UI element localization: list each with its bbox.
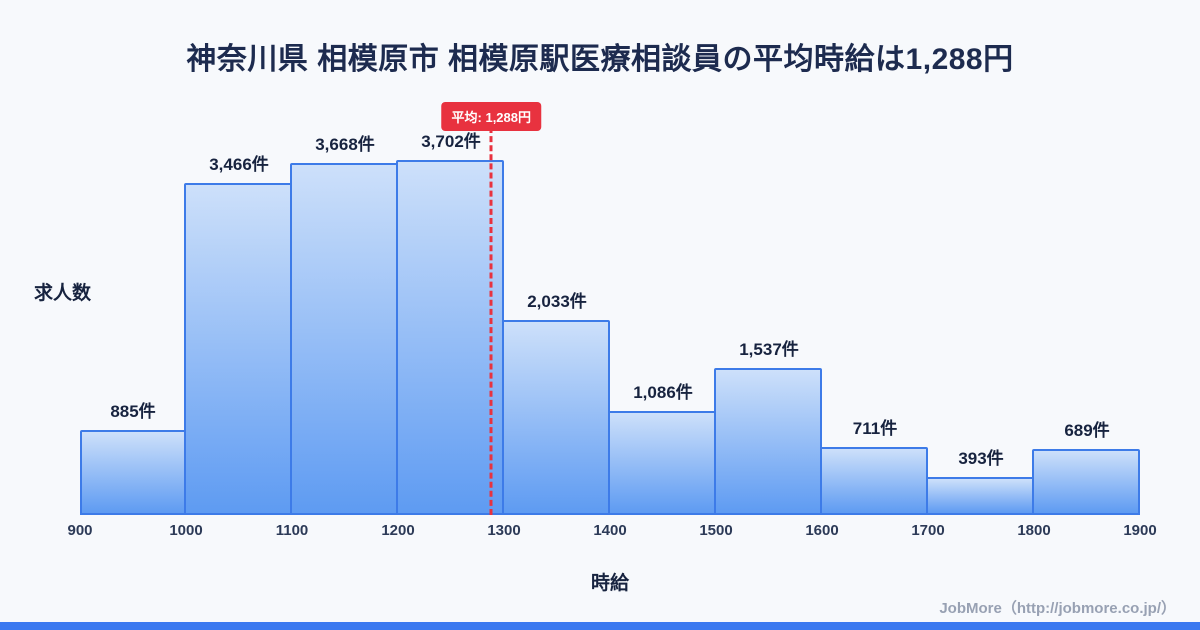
x-tick-label: 1000 <box>169 522 203 539</box>
histogram-bar <box>502 320 610 515</box>
y-axis-label: 求人数 <box>34 283 92 304</box>
footer-credit: JobMore（http://jobmore.co.jp/） <box>939 600 1176 617</box>
bar-value-label: 689件 <box>1064 421 1110 440</box>
bar-value-label: 885件 <box>110 402 156 421</box>
bar-value-label: 3,702件 <box>421 132 481 151</box>
bar-value-label: 3,466件 <box>209 155 269 174</box>
x-tick-label: 1600 <box>805 522 839 539</box>
x-axis-label: 時給 <box>590 573 630 594</box>
histogram-bar <box>290 163 398 515</box>
histogram-bar <box>820 447 928 515</box>
x-tick-label: 1200 <box>381 522 415 539</box>
x-axis-ticks: 900 1000 1100 1200 1300 1400 1500 1600 1700 1800 1… <box>0 522 1200 544</box>
x-tick-label: 1500 <box>699 522 733 539</box>
plot-area: 885件 3,466件 3,668件 3,702件 2,033件 1,086件 1,537件… <box>80 130 1140 515</box>
average-line <box>489 127 493 515</box>
x-tick-label: 1700 <box>911 522 945 539</box>
bottom-accent-bar <box>0 622 1200 630</box>
histogram-bar <box>80 430 186 515</box>
bar-value-label: 393件 <box>958 449 1004 468</box>
bar-value-label: 1,537件 <box>739 340 799 359</box>
x-tick-label: 1900 <box>1123 522 1157 539</box>
x-tick-label: 1100 <box>275 522 309 539</box>
histogram-bar <box>184 183 292 515</box>
bar-value-label: 711件 <box>852 419 898 438</box>
histogram-bar <box>1032 449 1140 515</box>
chart-title: 神奈川県 相模原市 相模原駅医療相談員の平均時給は1,288円 <box>186 43 1014 76</box>
histogram-bar <box>608 411 716 515</box>
average-badge: 平均: 1,288円 <box>441 102 542 131</box>
x-tick-label: 900 <box>67 522 93 539</box>
bar-value-label: 2,033件 <box>527 292 587 311</box>
histogram-bar <box>396 160 504 515</box>
bar-value-label: 3,668件 <box>315 135 375 154</box>
histogram-bar <box>714 368 822 515</box>
x-tick-label: 1300 <box>487 522 521 539</box>
x-tick-label: 1400 <box>593 522 627 539</box>
x-tick-label: 1800 <box>1017 522 1051 539</box>
histogram-bar <box>926 477 1034 515</box>
bar-value-label: 1,086件 <box>633 383 693 402</box>
